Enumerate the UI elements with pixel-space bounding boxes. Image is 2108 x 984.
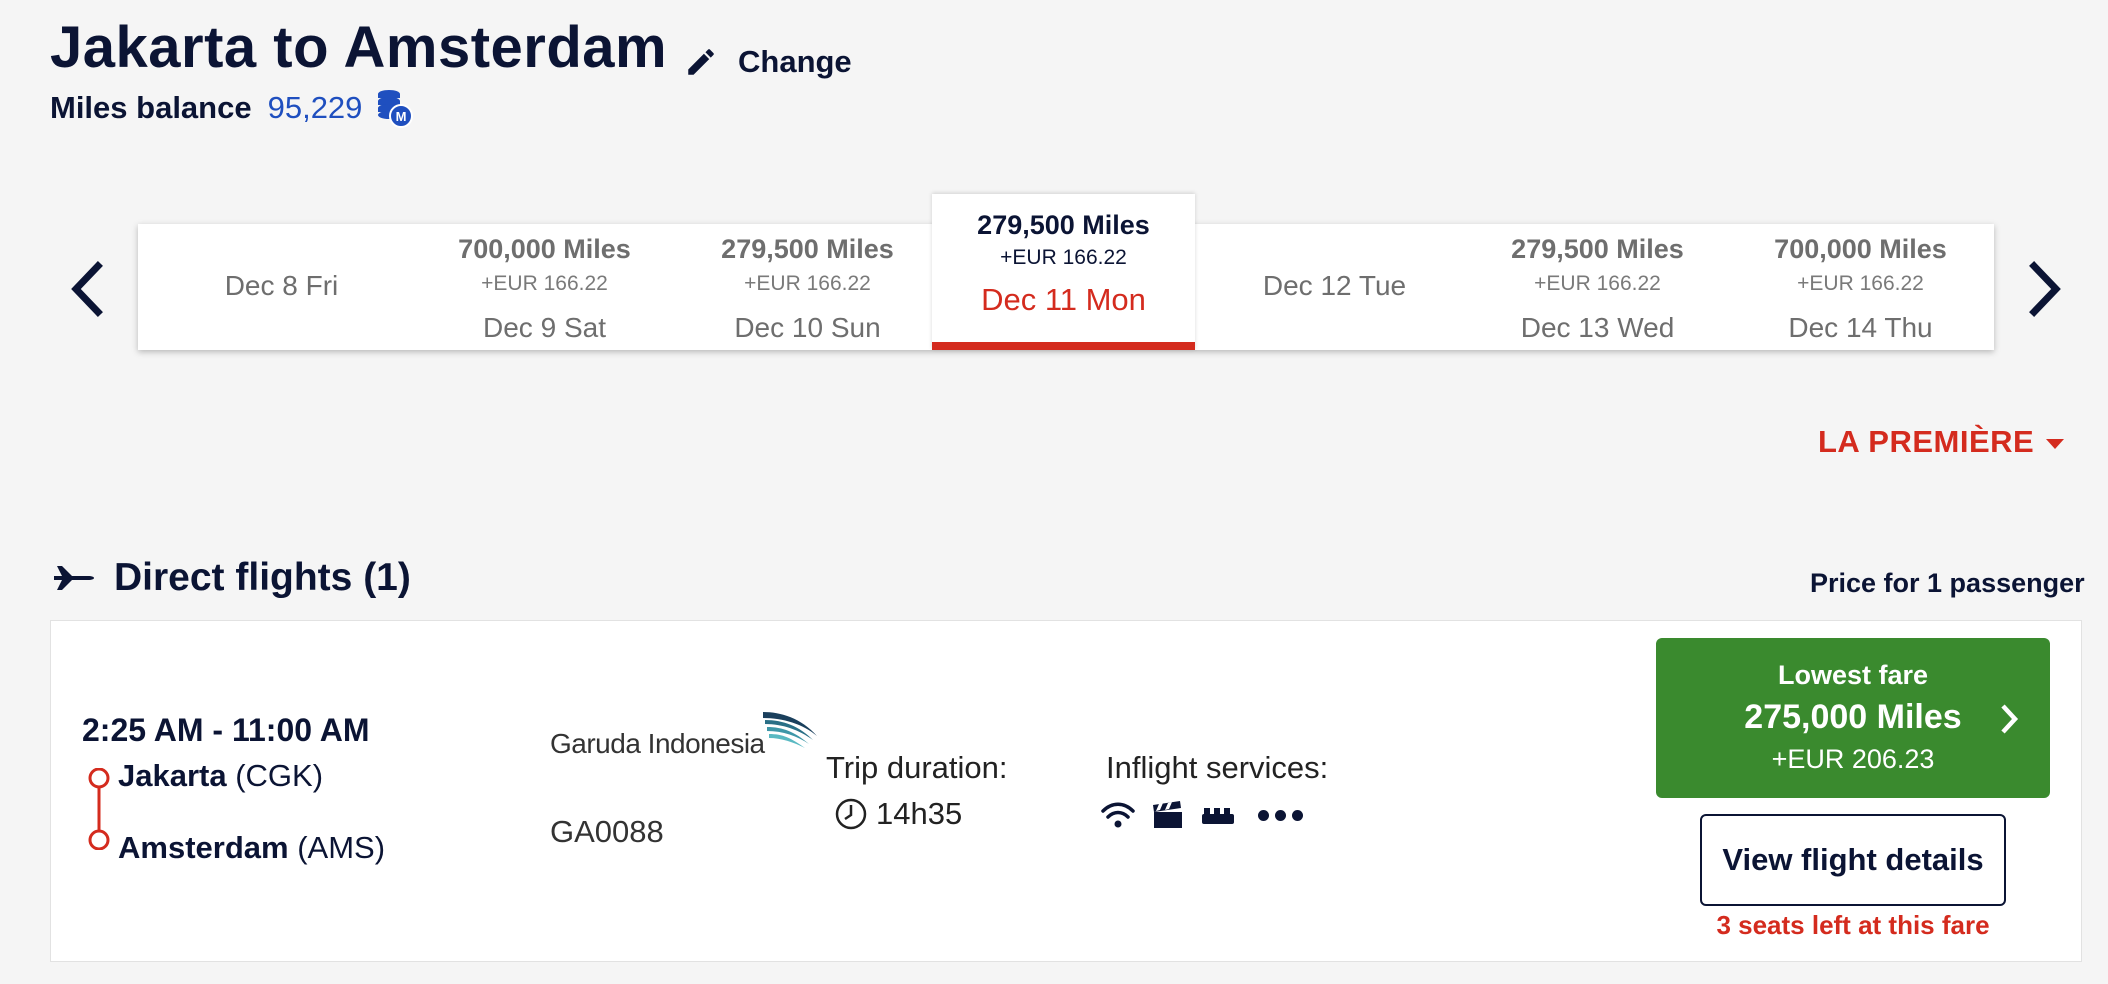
origin-city: Jakarta <box>118 758 227 793</box>
inflight-services-label: Inflight services: <box>1106 750 1329 785</box>
date-eur: +EUR 166.22 <box>744 272 871 295</box>
view-flight-details-button[interactable]: View flight details <box>1700 814 2006 906</box>
caret-down-icon <box>2046 439 2065 449</box>
pencil-icon <box>688 49 714 75</box>
date-label: Dec 11 Mon <box>981 282 1146 317</box>
inflight-services[interactable] <box>1100 800 1303 830</box>
origin-code: (CGK) <box>235 758 324 793</box>
miles-balance: Miles balance 95,229 M <box>50 88 414 128</box>
garuda-bird-icon <box>762 712 817 748</box>
date-option-4[interactable]: Dec 12 Tue <box>1203 224 1466 350</box>
fare-eur: +EUR 206.23 <box>1771 744 1935 774</box>
date-miles: 700,000 Miles <box>458 234 631 264</box>
miles-balance-value: 95,229 <box>267 90 363 125</box>
change-label: Change <box>738 44 852 79</box>
entertainment-icon <box>1153 801 1182 828</box>
date-miles: 279,500 Miles <box>977 210 1150 240</box>
date-option-6[interactable]: 700,000 Miles +EUR 166.22 Dec 14 Thu <box>1729 224 1992 350</box>
prev-date-arrow-icon[interactable] <box>66 258 112 320</box>
trip-duration: 14h35 <box>834 796 962 832</box>
change-search-button[interactable]: Change <box>684 44 852 80</box>
date-miles: 700,000 Miles <box>1774 234 1947 264</box>
next-date-arrow-icon[interactable] <box>2020 258 2066 320</box>
flight-times: 2:25 AM - 11:00 AM <box>82 712 370 748</box>
cabin-class-label: LA PREMIÈRE <box>1818 424 2035 459</box>
trip-duration-value: 14h35 <box>876 796 963 831</box>
miles-balance-label: Miles balance <box>50 90 252 125</box>
fare-miles: 275,000 Miles <box>1744 698 1962 736</box>
airline-logo: Garuda Indonesia <box>550 710 821 760</box>
date-label: Dec 12 Tue <box>1262 270 1407 301</box>
date-option-5[interactable]: 279,500 Miles +EUR 166.22 Dec 13 Wed <box>1466 224 1729 350</box>
date-label: Dec 9 Sat <box>483 312 606 343</box>
cabin-class-dropdown[interactable]: LA PREMIÈRE <box>1818 424 2065 460</box>
destination-code: (AMS) <box>297 830 386 865</box>
date-label: Dec 13 Wed <box>1520 312 1675 343</box>
page-title: Jakarta to Amsterdam <box>50 15 668 80</box>
fare-label: Lowest fare <box>1777 660 1929 690</box>
date-label: Dec 14 Thu <box>1788 312 1933 343</box>
origin-airport: Jakarta (CGK) <box>118 758 323 794</box>
date-miles: 279,500 Miles <box>1511 234 1684 264</box>
clock-icon <box>835 798 867 830</box>
date-eur: +EUR 166.22 <box>1797 272 1924 295</box>
trip-duration-label: Trip duration: <box>826 750 1008 785</box>
flight-number: GA0088 <box>550 814 664 849</box>
miles-coins-icon: M <box>378 90 414 128</box>
route-line-icon <box>88 768 110 850</box>
destination-airport: Amsterdam (AMS) <box>118 830 385 866</box>
price-note: Price for 1 passenger <box>1810 568 2085 598</box>
date-option-1[interactable]: 700,000 Miles +EUR 166.22 Dec 9 Sat <box>413 224 676 350</box>
chevron-right-icon <box>2001 704 2019 734</box>
date-option-3-selected[interactable]: 279,500 Miles +EUR 166.22 Dec 11 Mon <box>932 194 1195 350</box>
date-option-0[interactable]: Dec 8 Fri <box>150 224 413 350</box>
more-services-icon[interactable] <box>1258 809 1303 821</box>
date-option-2[interactable]: 279,500 Miles +EUR 166.22 Dec 10 Sun <box>676 224 939 350</box>
date-eur: +EUR 166.22 <box>1534 272 1661 295</box>
lowest-fare-button[interactable]: Lowest fare 275,000 Miles +EUR 206.23 <box>1656 638 2050 798</box>
date-eur: +EUR 166.22 <box>1000 246 1127 269</box>
seats-left-notice: 3 seats left at this fare <box>1716 910 1990 940</box>
wifi-icon <box>1101 802 1135 828</box>
date-label: Dec 10 Sun <box>734 312 881 343</box>
date-miles: 279,500 Miles <box>721 234 894 264</box>
date-eur: +EUR 166.22 <box>481 272 608 295</box>
date-carousel: Dec 8 Fri 700,000 Miles +EUR 166.22 Dec … <box>138 194 1994 350</box>
airline-name: Garuda Indonesia <box>550 728 765 759</box>
svg-text:M: M <box>396 109 407 124</box>
seat-icon <box>1202 808 1234 824</box>
plane-icon <box>54 566 94 590</box>
date-label: Dec 8 Fri <box>224 270 339 301</box>
section-title: Direct flights (1) <box>114 556 411 599</box>
destination-city: Amsterdam <box>118 830 289 865</box>
